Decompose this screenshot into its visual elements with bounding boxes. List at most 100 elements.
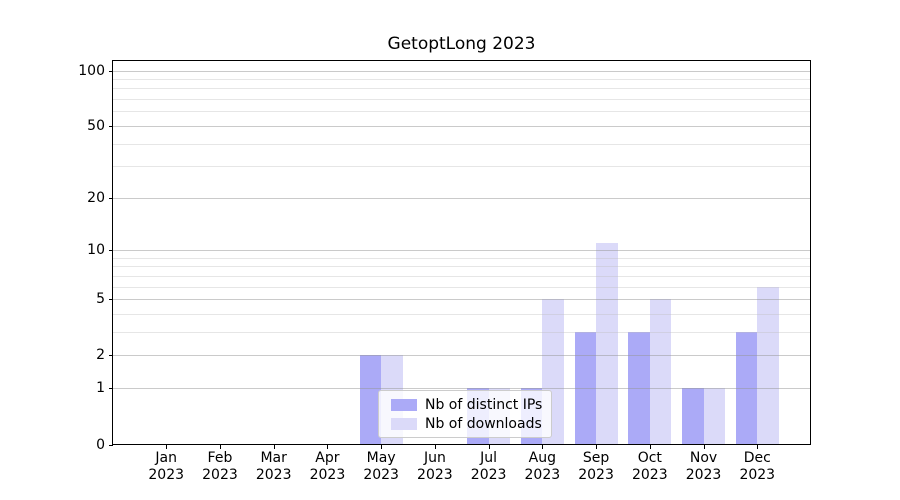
bar-downloads <box>596 243 618 444</box>
x-tick-month: Aug <box>528 450 557 466</box>
y-gridline-minor <box>113 314 811 316</box>
y-tick-mark <box>108 70 113 72</box>
y-tick-label: 2 <box>96 347 105 364</box>
x-tick-month: Feb <box>207 450 233 466</box>
x-tick-label: May 2023 <box>341 450 421 484</box>
x-tick-year: 2023 <box>739 467 776 483</box>
x-tick-month: Jan <box>155 450 178 466</box>
x-tick-month: Sep <box>582 450 610 466</box>
x-tick-mark <box>488 444 490 449</box>
bar-distinct-ips <box>359 355 382 444</box>
legend-swatch-downloads <box>391 417 417 430</box>
x-tick-month: Nov <box>689 450 718 466</box>
x-tick-year: 2023 <box>470 467 507 483</box>
x-tick-month: Dec <box>743 450 771 466</box>
y-tick-label: 10 <box>87 242 105 259</box>
x-tick-month: Mar <box>260 450 287 466</box>
x-tick-year: 2023 <box>417 467 453 483</box>
y-gridline-minor <box>113 88 811 90</box>
x-tick-mark <box>649 444 651 449</box>
x-tick-month: Oct <box>637 450 662 466</box>
bar-distinct-ips <box>735 332 758 444</box>
y-gridline-minor <box>113 332 811 334</box>
legend-row-distinct-ips: Nb of distinct IPs <box>391 395 543 414</box>
bar-distinct-ips <box>574 332 597 444</box>
x-tick-label: Dec 2023 <box>717 450 797 484</box>
bar-downloads <box>649 299 672 444</box>
y-tick-mark <box>108 355 113 357</box>
y-gridline-minor <box>113 266 811 268</box>
x-tick-year: 2023 <box>309 467 346 483</box>
x-tick-year: 2023 <box>578 467 614 483</box>
x-tick-month: Jun <box>423 450 446 466</box>
y-gridline-minor <box>113 99 811 101</box>
x-tick-label: Aug 2023 <box>502 450 582 484</box>
x-tick-mark <box>757 444 759 449</box>
y-tick-label: 100 <box>78 62 105 79</box>
x-tick-month: May <box>366 450 396 466</box>
x-tick-mark <box>434 444 436 449</box>
x-tick-month: Apr <box>315 450 340 466</box>
x-tick-label: Feb 2023 <box>180 450 260 484</box>
y-tick-mark <box>108 388 113 390</box>
x-tick-mark <box>219 444 221 449</box>
y-gridline-major <box>113 125 811 127</box>
legend-label-downloads: Nb of downloads <box>425 415 542 432</box>
x-tick-year: 2023 <box>148 467 185 483</box>
x-tick-label: Jul 2023 <box>449 450 529 484</box>
y-tick-mark <box>108 444 113 446</box>
x-tick-label: Jun 2023 <box>395 450 475 484</box>
y-gridline-major <box>113 197 811 199</box>
x-tick-mark <box>542 444 544 449</box>
x-tick-mark <box>596 444 598 449</box>
y-gridline-major <box>113 355 811 357</box>
x-tick-mark <box>273 444 275 449</box>
bar-downloads <box>757 286 779 444</box>
bar-distinct-ips <box>628 332 650 444</box>
x-tick-month: Jul <box>480 450 498 466</box>
bar-distinct-ips <box>682 388 704 444</box>
y-gridline-minor <box>113 166 811 168</box>
x-tick-label: Sep 2023 <box>556 450 636 484</box>
x-tick-label: Apr 2023 <box>287 450 367 484</box>
y-tick-mark <box>108 250 113 252</box>
y-gridline-minor <box>113 111 811 113</box>
x-tick-mark <box>166 444 168 449</box>
x-tick-year: 2023 <box>363 467 399 483</box>
y-tick-label: 1 <box>96 380 105 397</box>
legend-label-distinct-ips: Nb of distinct IPs <box>425 396 543 413</box>
legend-row-downloads: Nb of downloads <box>391 414 543 433</box>
y-tick-label: 50 <box>87 117 105 134</box>
y-tick-label: 0 <box>96 436 105 453</box>
x-tick-label: Jan 2023 <box>126 450 206 484</box>
x-tick-mark <box>703 444 705 449</box>
x-tick-year: 2023 <box>202 467 238 483</box>
x-tick-mark <box>327 444 329 449</box>
legend: Nb of distinct IPs Nb of downloads <box>378 390 552 438</box>
y-gridline-minor <box>113 286 811 288</box>
plot-area-border <box>112 60 811 445</box>
x-tick-year: 2023 <box>255 467 292 483</box>
x-tick-label: Nov 2023 <box>664 450 744 484</box>
y-gridline-major <box>113 388 811 390</box>
y-gridline-minor <box>113 275 811 277</box>
legend-swatch-distinct-ips <box>391 398 417 411</box>
y-tick-mark <box>108 299 113 301</box>
y-gridline-minor <box>113 78 811 80</box>
x-tick-mark <box>381 444 383 449</box>
y-gridline-major <box>113 299 811 301</box>
y-gridline-minor <box>113 143 811 145</box>
y-tick-mark <box>108 197 113 199</box>
x-tick-year: 2023 <box>524 467 561 483</box>
y-tick-mark <box>108 125 113 127</box>
y-gridline-major <box>113 70 811 72</box>
x-tick-label: Oct 2023 <box>610 450 690 484</box>
y-gridline-minor <box>113 257 811 259</box>
x-tick-label: Mar 2023 <box>234 450 314 484</box>
y-gridline-major <box>113 250 811 252</box>
x-tick-year: 2023 <box>685 467 722 483</box>
bar-downloads <box>703 388 726 444</box>
chart-title: GetoptLong 2023 <box>387 34 536 54</box>
x-tick-year: 2023 <box>631 467 668 483</box>
